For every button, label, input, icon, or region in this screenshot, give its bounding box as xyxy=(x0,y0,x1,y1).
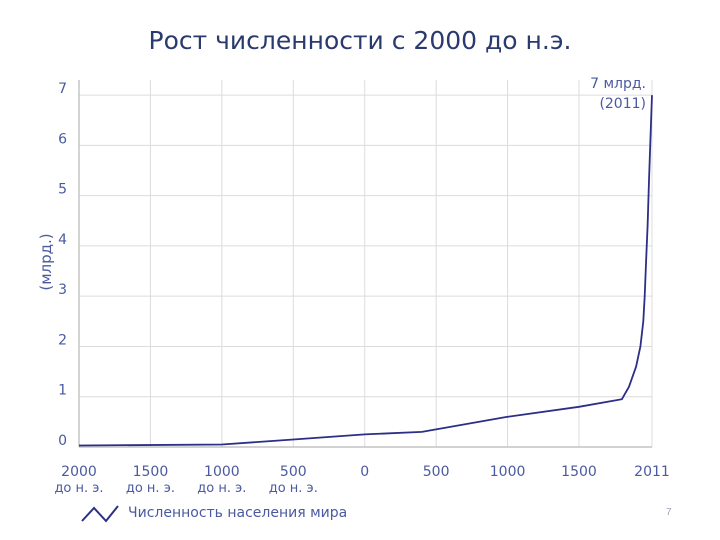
y-tick-label-7: 7 xyxy=(58,81,67,97)
y-tick-label-3: 3 xyxy=(58,282,67,298)
x-tick-label-2: 1000 xyxy=(204,464,240,480)
x-tick-sublabel-0: до н. э. xyxy=(54,481,103,496)
slide-title: Рост численности с 2000 до н.э. xyxy=(148,26,572,55)
y-tick-label-5: 5 xyxy=(58,182,67,198)
annotation-line-1: 7 млрд. xyxy=(590,76,646,92)
y-tick-label-1: 1 xyxy=(58,383,67,399)
annotation-7-billion: 7 млрд. (2011) xyxy=(590,76,646,112)
x-tick-label-4: 0 xyxy=(360,464,369,480)
x-tick-label-5: 500 xyxy=(423,464,450,480)
annotation-line-2: (2011) xyxy=(599,96,646,112)
chart-grid xyxy=(78,80,653,447)
y-tick-label-2: 2 xyxy=(58,332,67,348)
legend-label: Численность населения мира xyxy=(128,505,347,521)
x-tick-label-0: 2000 xyxy=(61,464,97,480)
y-tick-label-0: 0 xyxy=(58,433,67,449)
x-tick-sublabel-3: до н. э. xyxy=(269,481,318,496)
y-tick-label-4: 4 xyxy=(58,232,67,248)
legend-swatch-icon xyxy=(81,505,119,523)
y-axis-label: (млрд.) xyxy=(37,233,55,290)
page-number: 7 xyxy=(666,507,672,518)
x-tick-label-7: 1500 xyxy=(561,464,597,480)
x-tick-sublabel-1: до н. э. xyxy=(126,481,175,496)
chart-legend: Численность населения мира xyxy=(81,505,347,523)
x-tick-label-8: 2011 xyxy=(634,464,670,480)
y-tick-label-6: 6 xyxy=(58,131,67,147)
series-line-population xyxy=(78,95,653,447)
chart-axes xyxy=(78,80,652,448)
x-tick-label-6: 1000 xyxy=(490,464,526,480)
x-tick-label-1: 1500 xyxy=(133,464,169,480)
x-tick-label-3: 500 xyxy=(280,464,307,480)
x-tick-sublabel-2: до н. э. xyxy=(197,481,246,496)
